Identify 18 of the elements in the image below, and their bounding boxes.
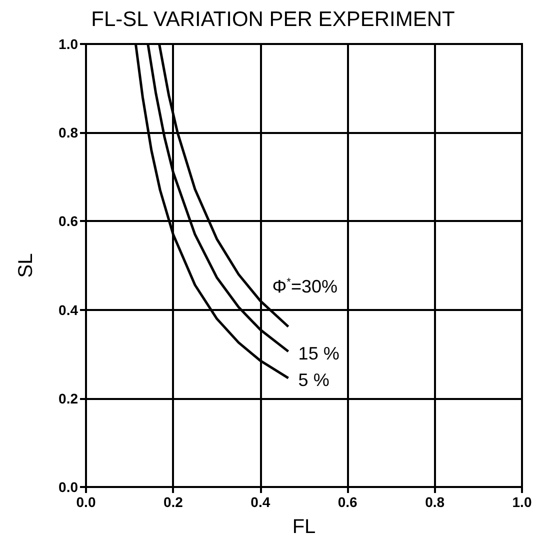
series-label: 15 % [298,343,340,364]
x-tick-label: 0.8 [425,494,445,510]
x-tick-label: 0.4 [250,494,270,510]
x-tick-label: 0.2 [163,494,184,510]
series-label: 5 % [298,370,330,390]
x-tick-label: 0.6 [338,494,358,510]
y-tick-label: 1.0 [58,36,78,52]
x-tick-label: 0.0 [76,494,96,510]
x-axis-title: FL [292,516,316,538]
y-tick-label: 0.8 [58,124,78,141]
y-tick-label: 0.2 [58,390,78,406]
y-tick-label: 0.6 [58,213,78,230]
y-axis-title: SL [15,253,37,278]
series-label: Φ*=30% [272,276,338,297]
x-tick-label: 1.0 [512,494,532,510]
chart-title: FL-SL VARIATION PER EXPERIMENT [91,8,456,31]
y-tick-label: 0.4 [58,302,78,318]
y-tick-label: 0.0 [58,479,78,495]
